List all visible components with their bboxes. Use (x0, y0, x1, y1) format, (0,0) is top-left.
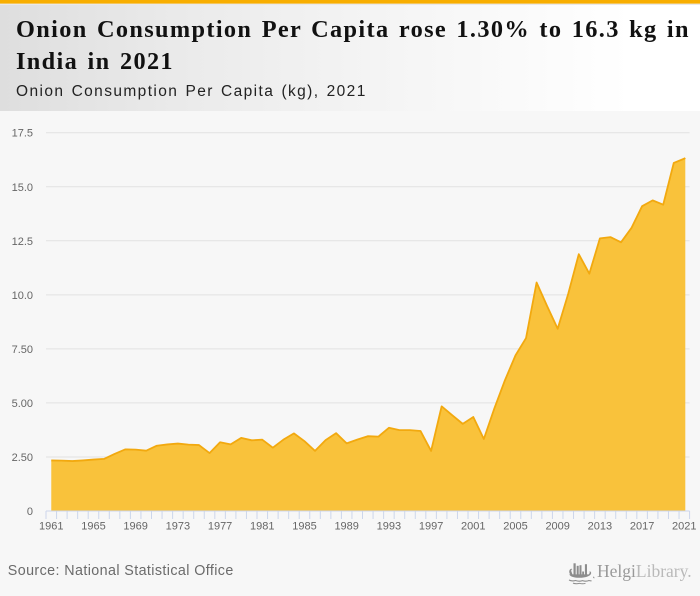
svg-text:1997: 1997 (419, 520, 443, 532)
svg-text:2017: 2017 (630, 520, 654, 532)
svg-text:2.50: 2.50 (12, 452, 33, 464)
svg-text:1993: 1993 (377, 520, 401, 532)
svg-text:15.0: 15.0 (12, 182, 33, 194)
svg-text:2009: 2009 (545, 520, 569, 532)
svg-text:1989: 1989 (334, 520, 358, 532)
svg-text:12.5: 12.5 (12, 236, 33, 248)
svg-text:2001: 2001 (461, 520, 485, 532)
svg-text:7.50: 7.50 (12, 344, 33, 356)
svg-text:1969: 1969 (123, 520, 147, 532)
svg-text:2013: 2013 (588, 520, 612, 532)
svg-text:1981: 1981 (250, 520, 274, 532)
svg-text:1977: 1977 (208, 520, 232, 532)
svg-text:1965: 1965 (81, 520, 105, 532)
svg-text:1985: 1985 (292, 520, 316, 532)
svg-text:5.00: 5.00 (12, 398, 33, 410)
svg-text:17.5: 17.5 (12, 128, 33, 140)
svg-text:2021: 2021 (672, 520, 696, 532)
svg-text:1973: 1973 (166, 520, 190, 532)
svg-text:1961: 1961 (39, 520, 63, 532)
svg-text:2005: 2005 (503, 520, 527, 532)
svg-text:0: 0 (27, 506, 33, 518)
svg-text:10.0: 10.0 (12, 290, 33, 302)
